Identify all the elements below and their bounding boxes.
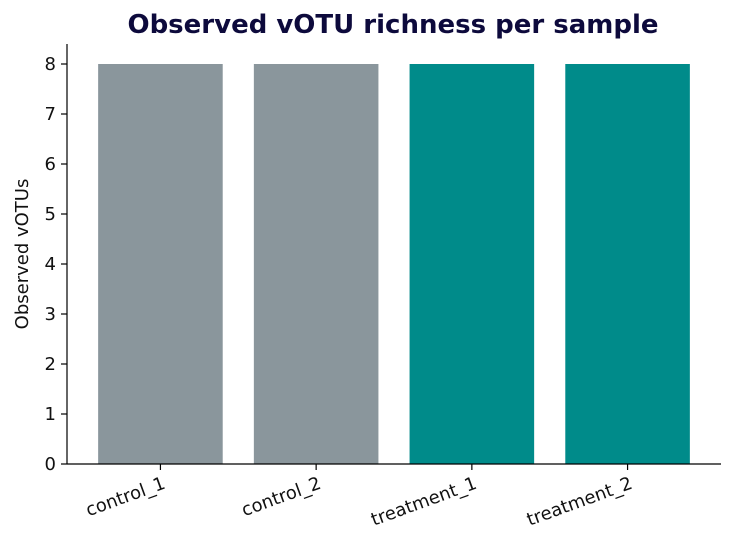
y-tick-label: 5 — [45, 204, 56, 225]
bar-control_2 — [253, 64, 379, 464]
chart-title: Observed vOTU richness per sample — [127, 10, 658, 40]
x-axis-ticks: control_1 control_2 treatment_1 treatment_2 — [83, 464, 635, 531]
y-axis-ticks: 0 1 2 3 4 5 6 7 8 — [45, 54, 67, 475]
y-tick-label: 4 — [45, 254, 56, 275]
bar-treatment_2 — [565, 64, 690, 464]
x-tick-label: treatment_2 — [524, 473, 635, 531]
x-tick-label: control_2 — [239, 473, 324, 521]
y-tick-label: 2 — [45, 354, 56, 375]
y-tick-label: 3 — [45, 304, 56, 325]
y-axis-label: Observed vOTUs — [12, 179, 33, 330]
bar-control_1 — [98, 64, 223, 464]
bar-treatment_1 — [409, 64, 535, 464]
y-tick-label: 8 — [45, 54, 56, 75]
y-tick-label: 7 — [45, 104, 56, 125]
y-tick-label: 6 — [45, 154, 56, 175]
bars-group — [98, 64, 690, 464]
x-tick-label: control_1 — [83, 473, 168, 521]
x-tick-label: treatment_1 — [368, 473, 479, 531]
y-tick-label: 0 — [45, 454, 56, 475]
y-tick-label: 1 — [45, 404, 56, 425]
